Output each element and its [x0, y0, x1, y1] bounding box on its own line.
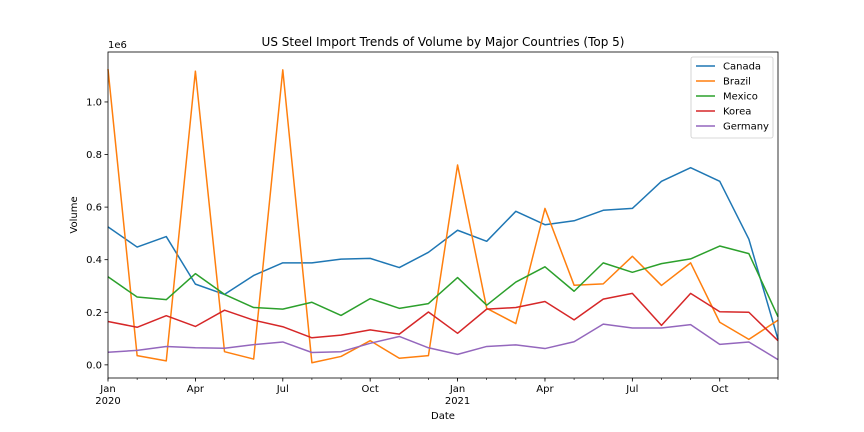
legend-label: Canada [723, 62, 761, 73]
x-tick-year-label: 2021 [445, 396, 470, 407]
x-tick-year-label: 2020 [95, 396, 120, 407]
y-offset-label: 1e6 [108, 40, 127, 51]
legend-frame [690, 56, 774, 139]
legend-label: Brazil [723, 77, 751, 88]
x-tick-label: Apr [187, 384, 205, 395]
series-line-mexico [107, 245, 779, 318]
x-tick-label: Apr [536, 384, 554, 395]
y-tick-label: 0.4 [86, 255, 102, 266]
x-tick-label: Jul [276, 384, 289, 395]
y-tick-label: 0.8 [86, 150, 102, 161]
legend-label: Germany [723, 122, 769, 133]
x-tick-label: Jul [625, 384, 638, 395]
y-axis: 0.0 0.2 0.4 0.6 0.8 1.0 [86, 97, 108, 371]
series-lines [107, 69, 779, 364]
legend-label: Mexico [723, 92, 758, 103]
y-tick-label: 0.2 [86, 308, 102, 319]
plot-area [107, 51, 779, 379]
y-axis-label: Volume [69, 196, 80, 233]
x-axis-label: Date [431, 411, 455, 422]
legend-label: Korea [723, 107, 751, 118]
x-tick-label: Jan [99, 384, 115, 395]
series-line-korea [107, 292, 779, 342]
series-line-brazil [107, 69, 779, 364]
x-tick-label: Oct [362, 384, 379, 395]
x-tick-label: Oct [711, 384, 728, 395]
series-line-germany [107, 323, 779, 361]
y-tick-label: 1.0 [86, 97, 102, 108]
y-tick-label: 0.6 [86, 203, 102, 214]
chart-title: US Steel Import Trends of Volume by Majo… [262, 35, 625, 49]
x-tick-label: Jan [449, 384, 465, 395]
legend: Canada Brazil Mexico Korea Germany [690, 56, 774, 139]
y-tick-label: 0.0 [86, 360, 102, 371]
series-line-canada [107, 166, 779, 340]
